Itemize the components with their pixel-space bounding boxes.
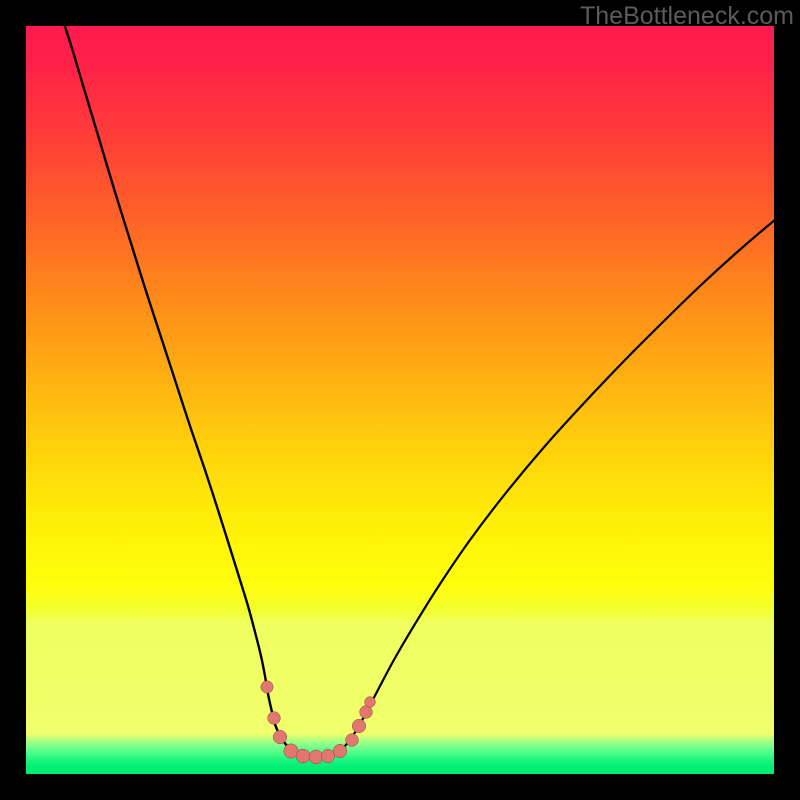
- data-marker: [365, 697, 376, 708]
- data-marker: [321, 749, 335, 763]
- curve-left: [58, 6, 318, 757]
- attribution-label: TheBottleneck.com: [580, 2, 794, 31]
- data-marker: [268, 712, 281, 725]
- curve-right: [318, 206, 793, 757]
- data-markers: [261, 681, 376, 764]
- data-marker: [261, 681, 273, 693]
- chart-svg: [0, 0, 800, 800]
- data-marker: [333, 744, 347, 758]
- data-marker: [346, 734, 359, 747]
- data-marker: [352, 719, 366, 733]
- data-marker: [273, 730, 287, 744]
- data-marker: [309, 750, 323, 764]
- chart-container: TheBottleneck.com: [0, 0, 800, 800]
- data-marker: [296, 749, 310, 763]
